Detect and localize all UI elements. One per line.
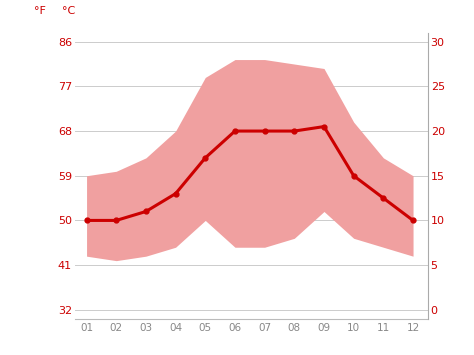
Text: °F: °F [34, 6, 46, 16]
Text: °C: °C [62, 6, 75, 16]
